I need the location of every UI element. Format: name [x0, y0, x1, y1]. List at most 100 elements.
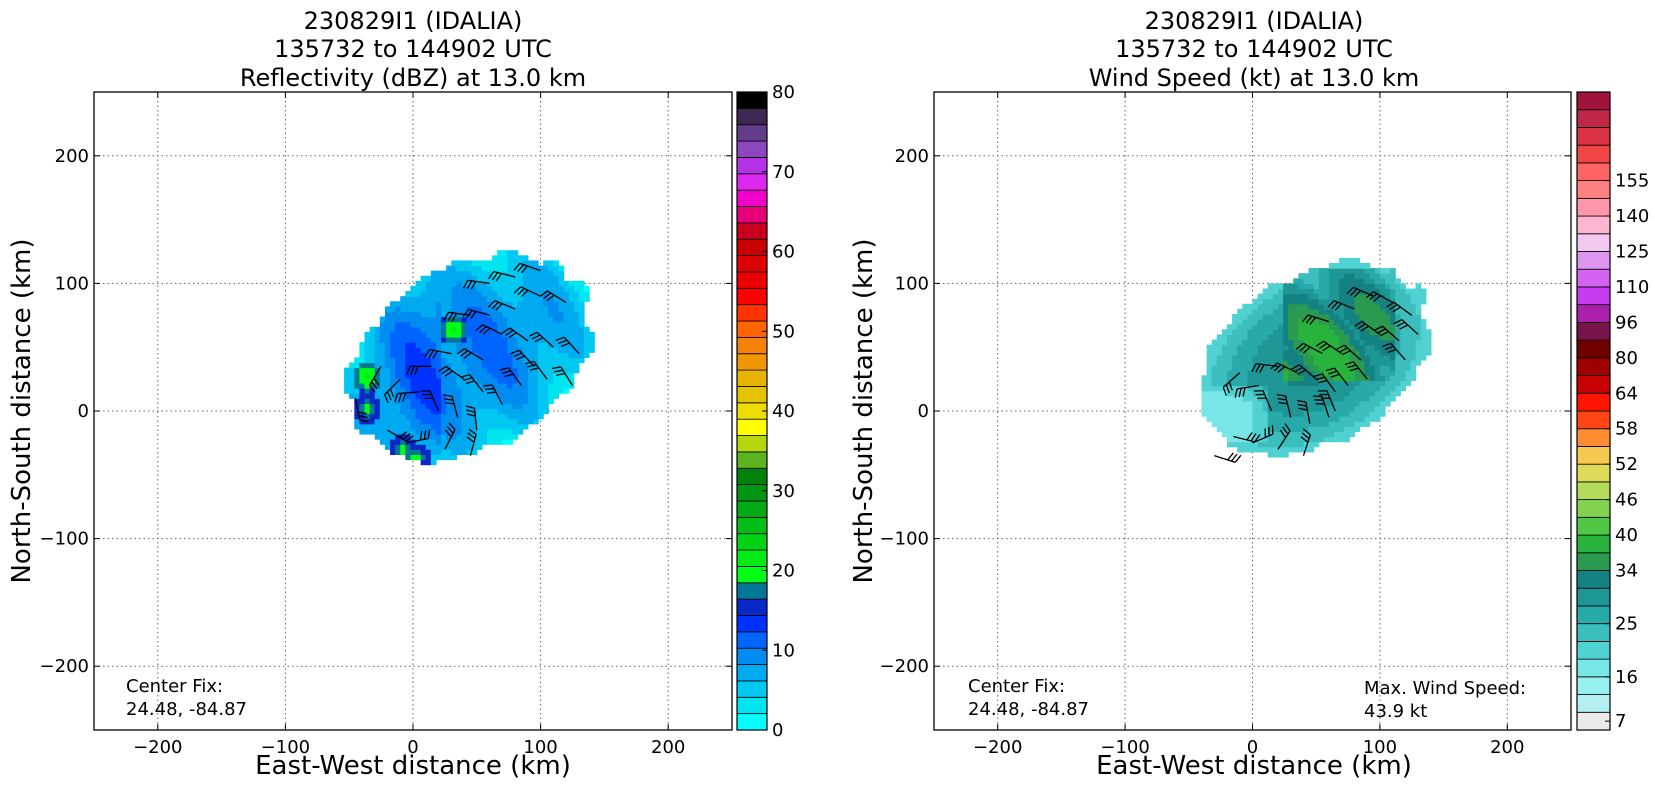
reflectivity-field-cell [380, 332, 386, 338]
wind-field-cell [1258, 442, 1264, 448]
reflectivity-field-cell [497, 419, 503, 425]
reflectivity-field-cell [380, 408, 386, 414]
reflectivity-field-cell [400, 363, 406, 369]
reflectivity-field-cell [426, 363, 432, 369]
wind-field-cell [1334, 396, 1340, 402]
wind-field-cell [1375, 345, 1381, 351]
wind-field-cell [1385, 334, 1391, 340]
reflectivity-field-cell [502, 414, 508, 420]
reflectivity-field-cell [533, 260, 539, 266]
reflectivity-field-cell [558, 383, 564, 389]
wind-field-cell [1283, 299, 1289, 305]
reflectivity-field-cell [426, 286, 432, 292]
wind-field-cell [1314, 437, 1320, 443]
reflectivity-field-cell [528, 352, 534, 358]
wind-field-cell [1349, 375, 1355, 381]
reflectivity-colorbar-segment-35 [737, 141, 767, 157]
reflectivity-field-cell [385, 357, 391, 363]
wind-field-cell [1405, 299, 1411, 305]
reflectivity-field-cell [431, 271, 437, 277]
wind-field-cell [1324, 268, 1330, 274]
wind-field-cell [1405, 355, 1411, 361]
wind-field-cell [1217, 334, 1223, 340]
reflectivity-field-cell [456, 301, 462, 307]
reflectivity-field-cell [456, 317, 462, 323]
reflectivity-field-cell [426, 403, 432, 409]
reflectivity-field-cell [385, 363, 391, 369]
wind-field-cell [1273, 375, 1279, 381]
reflectivity-field-cell [416, 301, 422, 307]
wind-field-cell [1222, 334, 1228, 340]
wind-field-cell [1258, 375, 1264, 381]
wind-field-cell [1319, 334, 1325, 340]
wind-field-cell [1349, 299, 1355, 305]
reflectivity-field-cell [477, 291, 483, 297]
reflectivity-field-cell [436, 311, 442, 317]
reflectivity-colorbar-tick-label-1: 10 [772, 640, 795, 661]
reflectivity-field-cell [380, 424, 386, 430]
reflectivity-field-cell [436, 281, 442, 287]
reflectivity-field-cell [431, 429, 437, 435]
wind-field-cell [1380, 314, 1386, 320]
wind-field-cell [1258, 334, 1264, 340]
wind-field-cell [1273, 304, 1279, 310]
wind-field-cell [1258, 299, 1264, 305]
reflectivity-field-cell [395, 444, 401, 450]
wind-colorbar-tick-label-2: 25 [1615, 614, 1638, 635]
reflectivity-field-cell [410, 444, 416, 450]
reflectivity-field-cell [543, 363, 549, 369]
reflectivity-field-cell [370, 357, 376, 363]
reflectivity-field-cell [492, 342, 498, 348]
reflectivity-field-cell [548, 378, 554, 384]
wind-field-cell [1339, 273, 1345, 279]
reflectivity-field-cell [390, 419, 396, 425]
reflectivity-field-cell [456, 337, 462, 343]
wind-field-cell [1395, 370, 1401, 376]
reflectivity-field-cell [482, 301, 488, 307]
reflectivity-field-cell [375, 357, 381, 363]
wind-field-cell [1293, 447, 1299, 453]
reflectivity-colorbar-segment-30 [737, 223, 767, 239]
reflectivity-field-cell [370, 429, 376, 435]
reflectivity-field-cell [477, 332, 483, 338]
wind-field-cell [1334, 431, 1340, 437]
wind-field-cell [1324, 278, 1330, 284]
reflectivity-field-cell [390, 373, 396, 379]
wind-field-cell [1309, 294, 1315, 300]
wind-field-cell [1349, 391, 1355, 397]
wind-field-cell [1365, 309, 1371, 315]
wind-field-cell [1237, 334, 1243, 340]
reflectivity-field-cell [421, 424, 427, 430]
wind-field-cell [1263, 289, 1269, 295]
reflectivity-field-cell [518, 408, 524, 414]
reflectivity-field-cell [431, 276, 437, 282]
reflectivity-field-cell [365, 347, 371, 353]
reflectivity-field-cell [513, 388, 519, 394]
wind-field-cell [1288, 421, 1294, 427]
wind-field-cell [1360, 391, 1366, 397]
wind-field-cell [1349, 329, 1355, 335]
wind-field-cell [1268, 334, 1274, 340]
reflectivity-colorbar-tick-label-6: 60 [772, 242, 795, 263]
wind-field-cell [1416, 345, 1422, 351]
reflectivity-field-cell [400, 301, 406, 307]
wind-field-cell [1273, 437, 1279, 443]
reflectivity-field-cell [441, 332, 447, 338]
wind-field-cell [1400, 334, 1406, 340]
reflectivity-field-cell [482, 296, 488, 302]
reflectivity-field-cell [446, 408, 452, 414]
reflectivity-field-cell [548, 301, 554, 307]
reflectivity-field-cell [421, 332, 427, 338]
wind-field-cell [1268, 396, 1274, 402]
wind-field-cell [1324, 437, 1330, 443]
reflectivity-field-cell [497, 378, 503, 384]
wind-field-cell [1253, 447, 1259, 453]
reflectivity-field-cell [446, 271, 452, 277]
reflectivity-field-cell [410, 378, 416, 384]
reflectivity-field-cell [461, 260, 467, 266]
reflectivity-field-cell [497, 322, 503, 328]
reflectivity-field-cell [456, 327, 462, 333]
wind-field-cell [1278, 309, 1284, 315]
reflectivity-field-cell [431, 306, 437, 312]
wind-field-cell [1380, 391, 1386, 397]
